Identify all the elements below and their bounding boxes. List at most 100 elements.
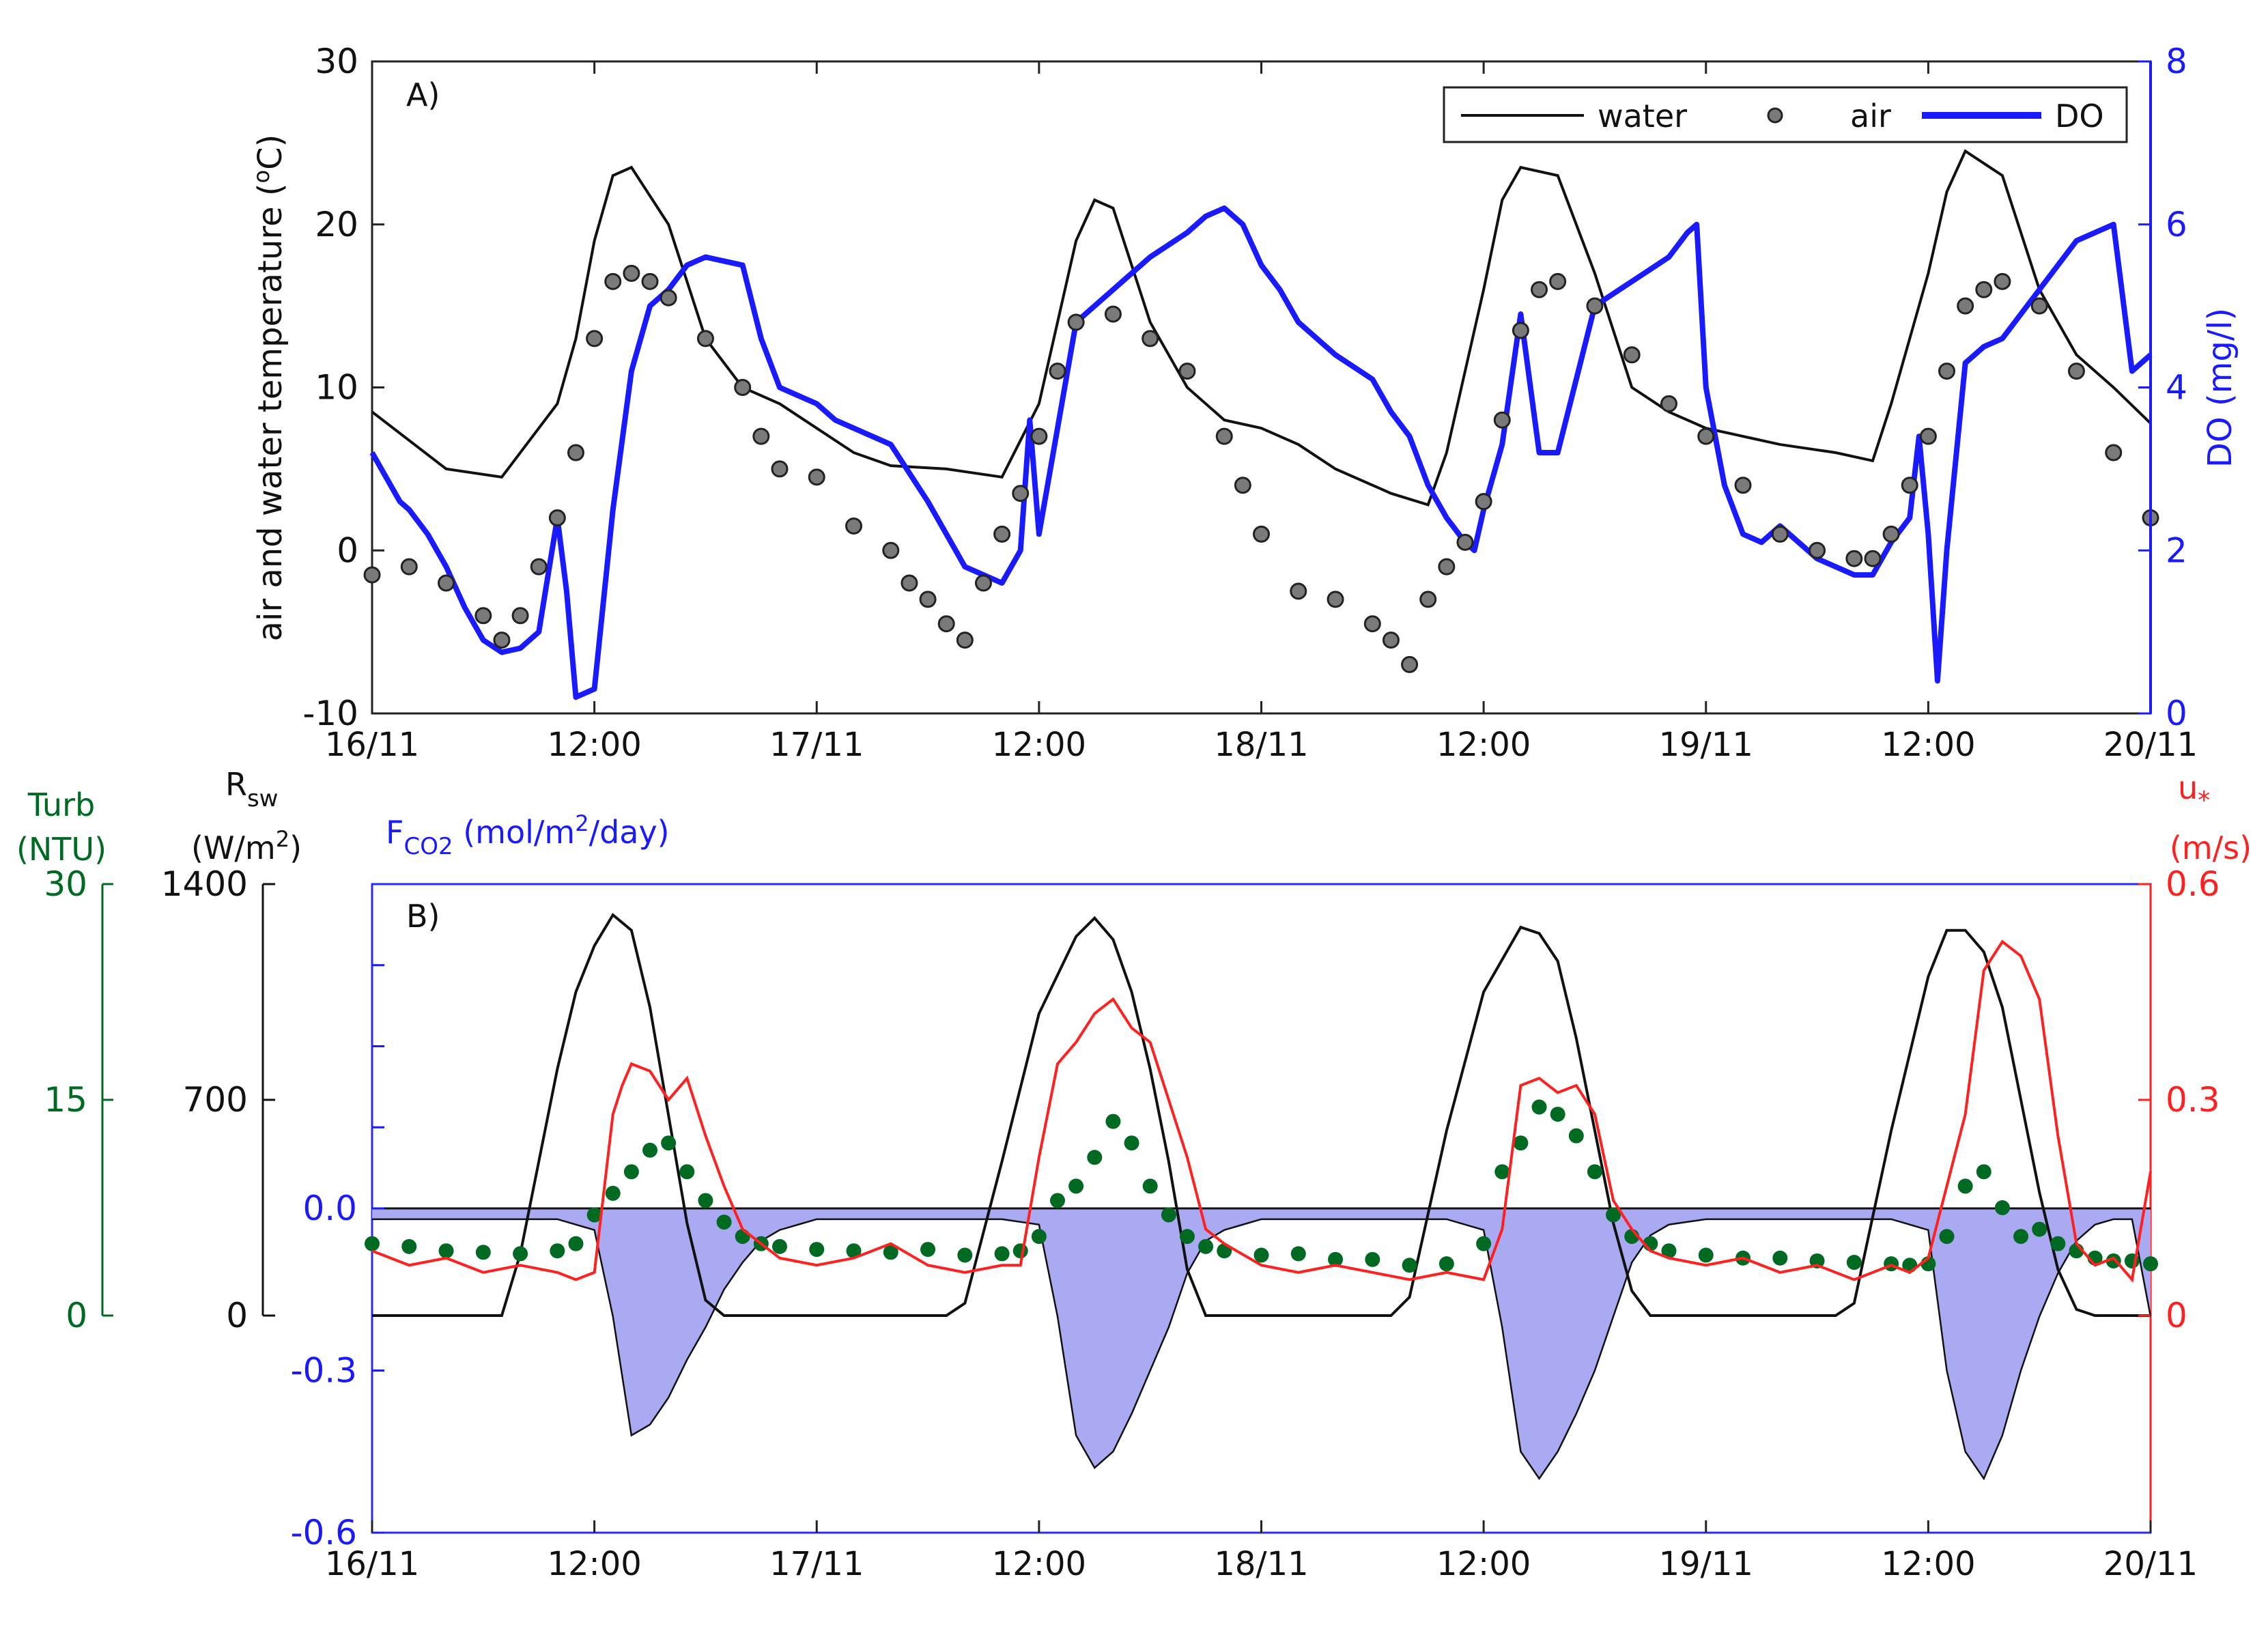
air-temperature-point (1142, 330, 1159, 347)
air-temperature-point (1623, 346, 1641, 364)
turbidity-point (2143, 1256, 2158, 1272)
turbidity-point (1494, 1164, 1510, 1180)
turbidity-point (586, 1207, 602, 1223)
air-temperature-point (771, 460, 789, 478)
turbidity-point (568, 1236, 584, 1251)
air-temperature-point (1012, 485, 1030, 502)
air-temperature-point (1290, 582, 1307, 600)
turbidity-point (1438, 1256, 1454, 1272)
air-temperature-point (1178, 363, 1196, 380)
air-temperature-point (493, 632, 511, 649)
air-temperature-point (1382, 632, 1400, 649)
air-temperature-point (1882, 525, 1900, 543)
turbidity-point (1365, 1251, 1380, 1267)
air-temperature-point (696, 330, 714, 347)
air-temperature-point (1660, 395, 1677, 412)
y-left-tick-label: 30 (315, 42, 358, 81)
turbidity-point (809, 1242, 825, 1258)
legend: water air DO (1443, 86, 2128, 143)
air-temperature-point (2067, 363, 2085, 380)
air-temperature-point (1456, 533, 1474, 551)
turbidity-point (1087, 1150, 1103, 1165)
x-tick-label: 20/11 (2103, 726, 2198, 764)
x-tick-label: 12:00 (1436, 726, 1531, 764)
air-temperature-point (586, 330, 604, 347)
fco2-line (372, 1218, 2152, 1481)
turbidity-point (2050, 1236, 2066, 1251)
turbidity-point (846, 1243, 862, 1259)
turbidity-point (475, 1245, 491, 1260)
turbidity-point (1513, 1135, 1529, 1151)
turbidity-point (1698, 1247, 1714, 1263)
air-temperature-point (530, 558, 548, 576)
air-temperature-point (1734, 477, 1752, 494)
air-temperature-point (1049, 363, 1066, 380)
fco2-tick-label: -0.6 (290, 1513, 357, 1552)
air-temperature-point (623, 264, 640, 282)
turb-tick-label: 0 (66, 1296, 87, 1335)
turbidity-point (1661, 1243, 1677, 1259)
turbidity-point (1957, 1178, 1973, 1194)
air-temperature-point (1401, 655, 1419, 673)
fco2-tick-label: 0.0 (302, 1189, 357, 1228)
air-temperature-point (2105, 444, 2123, 462)
water-temperature-line (371, 149, 2152, 507)
ustar-tick-label: 0.6 (2166, 864, 2220, 904)
turbidity-point (1976, 1164, 1991, 1180)
turbidity-point (679, 1164, 695, 1180)
turb-axis-label-line1: Turb (27, 786, 95, 823)
air-temperature-point (845, 517, 863, 535)
legend-water-label: water (1598, 98, 1687, 134)
y-left-tick-label: 10 (315, 368, 358, 408)
panel-b-x-ticks: 16/11 12:00 17/11 12:00 18/11 12:00 19/11 12:00… (325, 1520, 2198, 1583)
air-temperature-point (660, 289, 677, 307)
turbidity-point (1179, 1229, 1195, 1245)
rsw-axis-unit: (W/m2) (191, 826, 302, 866)
x-tick-label: 16/11 (325, 1545, 419, 1583)
turbidity-point (1050, 1193, 1066, 1208)
ustar-axis-label: u* (2178, 769, 2210, 814)
y-right-tick-label: 6 (2166, 205, 2187, 244)
x-tick-label: 18/11 (1214, 1545, 1308, 1583)
panel-a-right-axis-ticks: 0 2 4 6 8 (2138, 42, 2187, 733)
x-tick-label: 16/11 (325, 726, 419, 764)
turbidity-point (2032, 1221, 2047, 1237)
turbidity-point (623, 1164, 639, 1180)
turbidity-point (920, 1242, 936, 1258)
turbidity-point (1253, 1247, 1269, 1263)
turbidity-point (994, 1246, 1010, 1262)
air-temperature-point (1531, 281, 1548, 298)
air-temperature-point (1419, 591, 1437, 608)
x-tick-label: 12:00 (992, 726, 1086, 764)
y-right-tick-label: 4 (2166, 368, 2187, 408)
air-temperature-point (734, 379, 752, 396)
y-left-tick-label: 20 (315, 205, 358, 244)
turbidity-point (1587, 1164, 1602, 1180)
turbidity-point (1328, 1251, 1344, 1267)
air-temperature-point (1327, 591, 1344, 608)
turb-tick-label: 15 (44, 1080, 87, 1120)
air-temperature-point (1512, 322, 1529, 339)
fco2-area (372, 1208, 2151, 1479)
x-tick-label: 12:00 (1881, 1545, 1975, 1583)
air-temperature-point (1253, 525, 1270, 543)
air-temperature-point (1438, 558, 1456, 576)
turb-axis-label-line2: (NTU) (16, 831, 107, 868)
turbidity-point (1012, 1243, 1028, 1259)
air-temperature-point (1901, 477, 1918, 494)
air-temperature-point (974, 574, 992, 592)
air-temperature-point (474, 607, 492, 625)
air-temperature-point (1975, 281, 1993, 298)
air-temperature-point (1697, 427, 1715, 445)
air-temperature-point (901, 574, 918, 592)
air-temperature-point (1234, 477, 1251, 494)
turbidity-point (957, 1247, 973, 1263)
air-temperature-point (993, 525, 1011, 543)
turbidity-point (2106, 1253, 2121, 1268)
turbidity-point (716, 1215, 732, 1230)
turbidity-point (698, 1193, 713, 1208)
air-temperature-point (1586, 297, 1604, 315)
panel-b-label: B) (406, 898, 440, 935)
air-temperature-point (937, 615, 955, 633)
ustar-tick-label: 0.3 (2166, 1080, 2220, 1120)
